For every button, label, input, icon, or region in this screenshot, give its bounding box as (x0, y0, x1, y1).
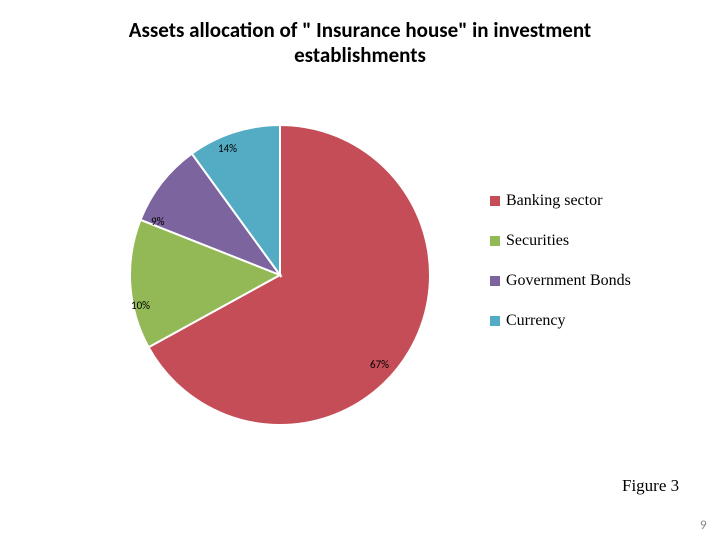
figure-caption: Figure 3 (622, 476, 679, 496)
pie-slice-label: 14% (218, 142, 237, 155)
pie-slice-label: 10% (131, 299, 150, 312)
legend-swatch-icon (490, 236, 500, 246)
legend-label: Securities (506, 232, 569, 250)
legend-item: Currency (490, 312, 631, 330)
legend-swatch-icon (490, 276, 500, 286)
pie-slice-label: 9% (151, 215, 164, 228)
legend-swatch-icon (490, 316, 500, 326)
legend-swatch-icon (490, 196, 500, 206)
legend-item: Government Bonds (490, 272, 631, 290)
legend-item: Securities (490, 232, 631, 250)
legend-label: Banking sector (506, 192, 602, 210)
legend-label: Government Bonds (506, 272, 631, 290)
legend: Banking sector Securities Government Bonds… (490, 192, 631, 352)
legend-label: Currency (506, 312, 566, 330)
pie-slice-label: 67% (370, 358, 389, 371)
legend-item: Banking sector (490, 192, 631, 210)
page-number: 9 (700, 518, 707, 533)
